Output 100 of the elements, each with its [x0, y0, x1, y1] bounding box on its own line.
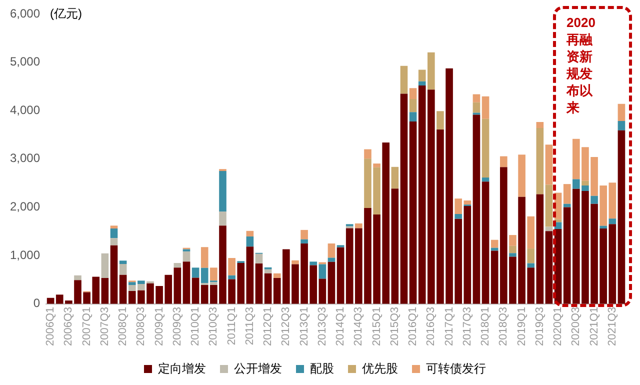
annotation: 2020再融资新规发布以来: [566, 14, 596, 116]
x-tick-label: 2009Q1: [153, 306, 166, 346]
bar: [391, 188, 399, 304]
x-tick-label: 2014Q3: [352, 306, 365, 346]
bar: [110, 226, 118, 228]
y-tick-label: 6,000: [10, 6, 40, 20]
bar: [228, 258, 236, 276]
bar: [409, 121, 417, 304]
x-tick-label: 2006Q1: [44, 306, 57, 346]
y-tick-label: 3,000: [10, 151, 40, 166]
bar: [255, 264, 263, 304]
x-tick-label: 2015Q1: [370, 306, 383, 346]
bar: [264, 273, 272, 304]
bar: [527, 216, 535, 249]
x-tick-label: 2012Q1: [262, 306, 274, 346]
x-tick-label: 2021Q3: [606, 306, 618, 346]
bar: [563, 204, 571, 208]
x-tick-label: 2010Q3: [208, 306, 220, 346]
x-tick-label: 2008Q3: [135, 306, 148, 346]
bar: [527, 248, 535, 264]
bar: [246, 246, 254, 304]
bar: [300, 230, 308, 240]
bar: [219, 212, 226, 226]
bar: [536, 122, 544, 128]
bar: [563, 184, 571, 204]
bar: [110, 238, 118, 246]
x-tick-label: 2016Q3: [425, 306, 438, 346]
bar: [228, 275, 236, 280]
x-tick-label: 2014Q1: [334, 306, 347, 346]
x-tick-label: 2020Q1: [552, 306, 564, 346]
bar: [119, 274, 127, 304]
bar: [400, 66, 408, 94]
bar: [472, 102, 480, 113]
bar: [618, 121, 626, 130]
x-tick-label: 2007Q1: [80, 306, 93, 346]
bar: [454, 214, 462, 219]
bar: [454, 198, 462, 214]
bar: [255, 254, 263, 264]
y-tick-label: 2,000: [10, 200, 40, 214]
bar: [482, 96, 490, 119]
x-tick-label: 2016Q1: [407, 306, 420, 346]
bar: [608, 218, 616, 224]
x-tick-label: 2013Q1: [298, 306, 310, 346]
bar: [246, 236, 254, 247]
bar: [600, 226, 608, 228]
x-tick-label: 2011Q1: [226, 306, 238, 346]
y-tick-label: 4,000: [10, 102, 40, 117]
bar: [472, 114, 480, 304]
bar: [618, 130, 626, 304]
bar: [318, 264, 326, 279]
bar: [536, 194, 544, 304]
x-tick-label: 2017Q1: [443, 306, 456, 346]
bar: [509, 246, 516, 254]
bar: [490, 240, 498, 248]
bar: [536, 128, 544, 194]
bar: [418, 81, 426, 86]
x-tick-label: 2018Q3: [498, 306, 510, 346]
bar: [328, 243, 336, 258]
bar: [273, 273, 281, 278]
y-tick-label: 5,000: [10, 54, 40, 69]
bar: [182, 262, 190, 304]
bar: [119, 260, 127, 264]
bar: [409, 88, 417, 100]
bar: [436, 111, 444, 130]
bar: [509, 253, 516, 257]
x-tick-label: 2020Q3: [570, 306, 582, 346]
legend-label: 定向增发: [158, 361, 206, 376]
bar: [182, 251, 190, 262]
y-tick-label: 1,000: [10, 248, 40, 262]
bar: [482, 118, 490, 178]
bar: [391, 166, 399, 189]
bar: [328, 258, 336, 262]
bar: [318, 278, 326, 304]
bar: [119, 264, 127, 275]
x-tick-label: 2011Q3: [244, 306, 256, 346]
y-tick-label: 0: [33, 296, 40, 310]
bar: [310, 262, 318, 266]
y-axis-title: (亿元): [50, 6, 82, 20]
legend-label: 可转债发行: [426, 361, 486, 376]
bar: [464, 200, 472, 205]
bar: [364, 149, 372, 159]
x-tick-label: 2019Q1: [516, 306, 528, 346]
bar: [482, 178, 490, 182]
x-tick-label: 2017Q3: [461, 306, 474, 346]
bar: [545, 184, 553, 227]
legend-label: 优先股: [362, 361, 398, 376]
bar: [545, 144, 553, 185]
bar: [518, 154, 526, 197]
bar: [618, 104, 626, 122]
x-tick-label: 2021Q1: [588, 306, 600, 346]
bar: [300, 239, 308, 244]
bar: [192, 268, 200, 278]
bar: [101, 253, 109, 278]
bar: [264, 269, 272, 274]
bar: [110, 228, 118, 238]
bar: [110, 245, 118, 304]
bar: [500, 156, 508, 168]
bar: [582, 180, 589, 186]
x-tick-label: 2007Q3: [98, 306, 111, 346]
bar: [545, 231, 553, 304]
